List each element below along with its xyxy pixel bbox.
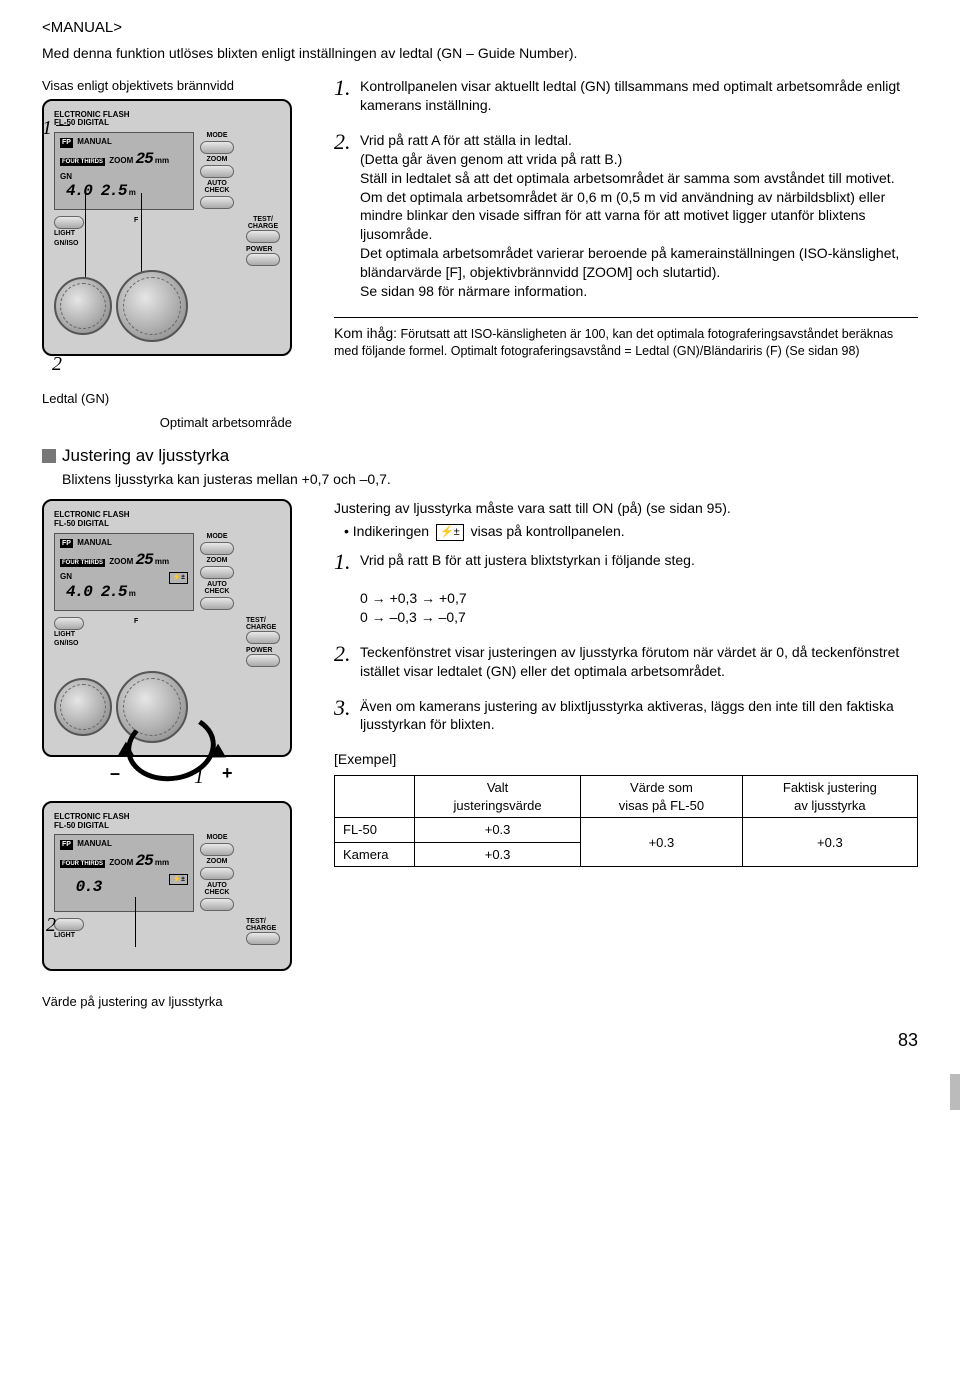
flash-panel-1: 1 ELCTRONIC FLASH FL-50 DIGITAL FP MANUA… (42, 99, 292, 357)
zoom-btn-label: ZOOM (207, 156, 228, 163)
callout-2b: 2 (46, 912, 56, 939)
lcd-display: FP MANUAL FOUR THIRDS ZOOM 25 mm GN 4.0 (54, 132, 194, 210)
reminder-lead: Kom ihåg: (334, 325, 397, 341)
mode-button[interactable] (200, 141, 234, 154)
test-charge-button-2[interactable] (246, 631, 280, 644)
th-blank (335, 776, 415, 818)
manual-label: MANUAL (77, 137, 112, 146)
ev-value: 0.3 (76, 878, 102, 896)
block2-p1b: • Indikeringen ⚡± visas på kontrollpanel… (344, 522, 918, 541)
auto-check-label: AUTO CHECK (205, 180, 230, 194)
seq-1: 0 → +0,3 → +0,7 (360, 589, 918, 608)
lcd-display-2: FP MANUAL FOUR THIRDS ZOOM 25 mm GN ⚡± (54, 533, 194, 611)
caption-ledtal: Ledtal (GN) (42, 390, 322, 408)
dial-a-2[interactable] (54, 678, 112, 736)
caption-optimalt: Optimalt arbetsområde (42, 414, 322, 432)
fp-icon: FP (60, 138, 73, 147)
m-label: m (129, 188, 136, 197)
square-bullet-icon (42, 449, 56, 463)
light-button-3[interactable] (54, 918, 84, 931)
power-button-2[interactable] (246, 654, 280, 667)
zoom-label: ZOOM (109, 156, 133, 165)
light-label: LIGHT (54, 230, 75, 237)
manual-heading: <MANUAL> (42, 18, 918, 38)
th-varde: Värde som visas på FL-50 (581, 776, 743, 818)
test-charge-button-3[interactable] (246, 932, 280, 945)
auto-check-button-2[interactable] (200, 597, 234, 610)
zoom-button-2[interactable] (200, 566, 234, 579)
zoom-value: 25 (135, 150, 152, 168)
panel-title-1: ELCTRONIC FLASH (54, 110, 130, 119)
light-button-2[interactable] (54, 617, 84, 630)
dial-a[interactable] (54, 277, 112, 335)
callout-1b: 1 (194, 764, 204, 791)
gn-value: 4.0 (66, 182, 92, 200)
plus-icon: + (222, 761, 233, 785)
test-charge--button[interactable] (246, 230, 280, 243)
zoom-button-3[interactable] (200, 867, 234, 880)
section2-heading: Justering av ljusstyrka (42, 445, 918, 468)
reminder-box: Kom ihåg: Förutsatt att ISO-känsligheten… (334, 317, 918, 360)
f-label: F (134, 217, 138, 224)
bolt-icon-lcd: ⚡± (169, 572, 188, 583)
caption-top-1: Visas enligt objektivets brännvidd (42, 77, 322, 95)
mode-button-2[interactable] (200, 542, 234, 555)
bolt-icon: ⚡± (436, 524, 464, 541)
flash-panel-3: ELCTRONIC FLASH FL-50 DIGITAL FP MANUAL … (42, 801, 292, 971)
gniso-label: GN/ISO (54, 240, 79, 247)
example-table: Valt justeringsvärde Värde som visas på … (334, 775, 918, 867)
step-2-3: 3. Även om kamerans justering av blixtlj… (334, 697, 918, 735)
flash-panel-2: ELCTRONIC FLASH FL-50 DIGITAL FP MANUAL … (42, 499, 292, 757)
th-faktisk: Faktisk justering av ljusstyrka (742, 776, 917, 818)
light-button[interactable] (54, 216, 84, 229)
auto-check-button-3[interactable] (200, 898, 234, 911)
section-2-row: ELCTRONIC FLASH FL-50 DIGITAL FP MANUAL … (42, 499, 918, 1010)
section2-sub: Blixtens ljusstyrka kan justeras mellan … (62, 470, 918, 489)
step-2-1: 1. Vrid på ratt B för att justera blixts… (334, 551, 918, 573)
auto-check-button[interactable] (200, 196, 234, 209)
button-column: MODE ZOOM AUTO CHECK (200, 132, 234, 209)
mode-button-3[interactable] (200, 843, 234, 856)
zoom-button[interactable] (200, 165, 234, 178)
mode-label: MODE (207, 132, 228, 139)
test-charge-label: TEST/ CHARGE (246, 216, 280, 230)
reminder-body: Förutsatt att ISO-känsligheten är 100, k… (334, 327, 893, 358)
table-row: FL-50 +0.3 +0.3 +0.3 (335, 818, 918, 843)
lcd-display-3: FP MANUAL FOUR THIRDS ZOOM 25 mm ⚡± (54, 834, 194, 912)
step-1-1: 1. Kontrollpanelen visar aktuellt ledtal… (334, 77, 918, 115)
dial-b[interactable] (116, 270, 188, 342)
fourthirds-icon: FOUR THIRDS (60, 158, 105, 166)
callout-2: 2 (52, 351, 62, 378)
dist-value: 2.5 (101, 182, 127, 200)
callout-1: 1 (42, 115, 52, 142)
section-1: Visas enligt objektivets brännvidd 1 ELC… (42, 77, 918, 431)
step-1-2: 2. Vrid på ratt A för att ställa in ledt… (334, 131, 918, 301)
gn-label: GN (60, 172, 72, 181)
mm-label: mm (155, 156, 169, 165)
power-label: POWER (246, 246, 280, 253)
seq-2: 0 → –0,3 → –0,7 (360, 608, 918, 627)
step-2-2: 2. Teckenfönstret visar justeringen av l… (334, 643, 918, 681)
block2-p1a: Justering av ljusstyrka måste vara satt … (334, 499, 918, 518)
minus-icon: – (110, 761, 120, 785)
intro-text: Med denna funktion utlöses blixten enlig… (42, 44, 918, 63)
power-button[interactable] (246, 253, 280, 266)
page-number: 83 (42, 1028, 918, 1052)
th-valt: Valt justeringsvärde (415, 776, 581, 818)
caption-ev: Värde på justering av ljusstyrka (42, 993, 322, 1011)
page-side-tab (950, 1074, 960, 1110)
exempel-label: [Exempel] (334, 750, 918, 769)
panel-title-2: FL-50 DIGITAL (54, 118, 109, 127)
